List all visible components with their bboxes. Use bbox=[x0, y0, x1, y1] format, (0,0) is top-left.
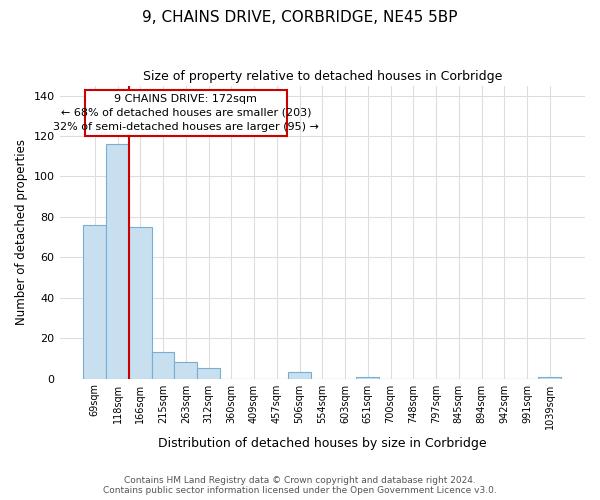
Text: Contains HM Land Registry data © Crown copyright and database right 2024.
Contai: Contains HM Land Registry data © Crown c… bbox=[103, 476, 497, 495]
Bar bbox=[175, 362, 197, 378]
Bar bbox=[85, 90, 287, 136]
Text: 9 CHAINS DRIVE: 172sqm
← 68% of detached houses are smaller (203)
32% of semi-de: 9 CHAINS DRIVE: 172sqm ← 68% of detached… bbox=[53, 94, 319, 132]
Text: 9, CHAINS DRIVE, CORBRIDGE, NE45 5BP: 9, CHAINS DRIVE, CORBRIDGE, NE45 5BP bbox=[142, 10, 458, 25]
Bar bbox=[538, 376, 561, 378]
Bar bbox=[129, 227, 152, 378]
Bar bbox=[152, 352, 175, 378]
Y-axis label: Number of detached properties: Number of detached properties bbox=[15, 139, 28, 325]
Bar bbox=[83, 225, 106, 378]
X-axis label: Distribution of detached houses by size in Corbridge: Distribution of detached houses by size … bbox=[158, 437, 487, 450]
Bar bbox=[356, 376, 379, 378]
Bar bbox=[288, 372, 311, 378]
Bar bbox=[106, 144, 129, 378]
Title: Size of property relative to detached houses in Corbridge: Size of property relative to detached ho… bbox=[143, 70, 502, 83]
Bar bbox=[197, 368, 220, 378]
